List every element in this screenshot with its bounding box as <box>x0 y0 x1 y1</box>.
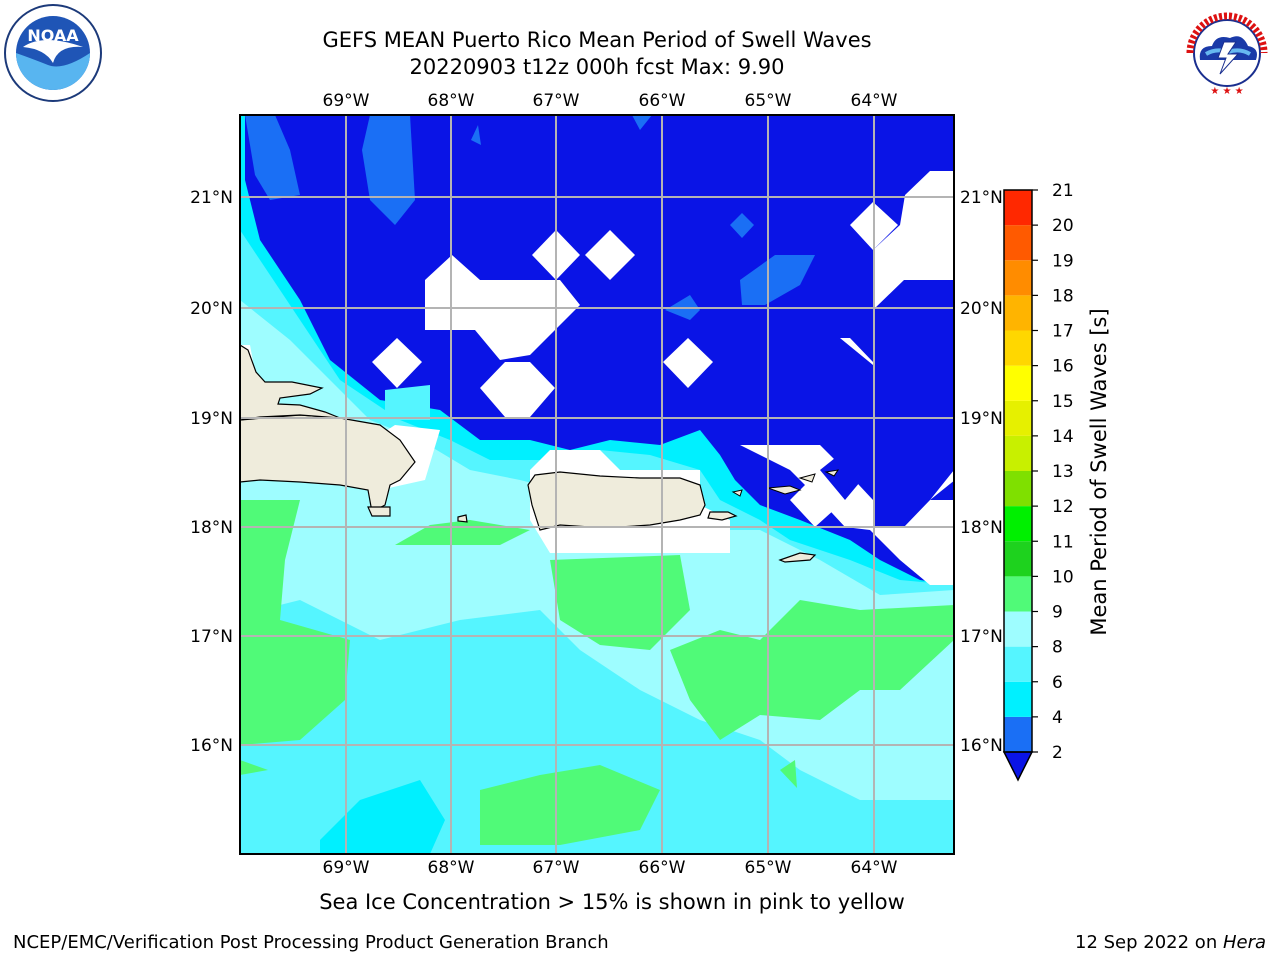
colorbar-tick-label: 20 <box>1052 216 1074 236</box>
map-frame <box>239 114 955 855</box>
lon-label-bottom: 68°W <box>428 858 475 878</box>
colorbar-tick-label: 8 <box>1052 638 1063 658</box>
colorbar-band <box>1004 716 1032 752</box>
lat-label-left: 21°N <box>190 188 233 208</box>
lon-label-bottom: 65°W <box>745 858 792 878</box>
colorbar-band <box>1004 295 1032 331</box>
colorbar-band <box>1004 681 1032 717</box>
lon-labels-top: 69°W 68°W 67°W 66°W 65°W 64°W <box>323 91 898 111</box>
lon-label-top: 64°W <box>851 91 898 111</box>
colorbar-tick-label: 17 <box>1052 322 1074 342</box>
colorbar-tick-label: 11 <box>1052 532 1074 552</box>
colorbar-band <box>1004 365 1032 401</box>
lat-label-left: 16°N <box>190 736 233 756</box>
colorbar-band <box>1004 471 1032 507</box>
colorbar-tick-label: 16 <box>1052 357 1074 377</box>
lat-label-left: 17°N <box>190 627 233 647</box>
lat-label-right: 20°N <box>960 299 1003 319</box>
lat-label-left: 19°N <box>190 409 233 429</box>
lon-label-bottom: 69°W <box>323 858 370 878</box>
colorbar-band <box>1004 435 1032 471</box>
sea-ice-note: Sea Ice Concentration > 15% is shown in … <box>319 890 905 914</box>
colorbar-band <box>1004 190 1032 226</box>
colorbar-tick-label: 10 <box>1052 567 1074 587</box>
colorbar-band <box>1004 225 1032 261</box>
footer-credit: NCEP/EMC/Verification Post Processing Pr… <box>13 932 609 953</box>
colorbar-tick-label: 21 <box>1052 181 1074 201</box>
lat-label-left: 20°N <box>190 299 233 319</box>
noaa-logo-text: NOAA <box>27 26 79 45</box>
map-subtitle: 20220903 t12z 000h fcst Max: 9.90 <box>409 55 785 79</box>
colorbar-tick-label: 13 <box>1052 462 1074 482</box>
colorbar-band <box>1004 260 1032 296</box>
colorbar-tick-label: 12 <box>1052 497 1074 517</box>
nws-stars-icon: ★ ★ ★ <box>1210 86 1243 97</box>
lon-label-top: 65°W <box>745 91 792 111</box>
footer-date: 12 Sep 2022 on <box>1075 932 1223 953</box>
map-title: GEFS MEAN Puerto Rico Mean Period of Swe… <box>322 28 872 52</box>
lat-label-right: 19°N <box>960 409 1003 429</box>
footer-host: Hera <box>1222 932 1266 953</box>
colorbar-tick-label: 14 <box>1052 427 1074 447</box>
colorbar-band <box>1004 646 1032 682</box>
lat-label-left: 18°N <box>190 518 233 538</box>
lat-label-right: 17°N <box>960 627 1003 647</box>
colorbar-extend-arrow <box>1002 751 1034 782</box>
lon-label-top: 69°W <box>323 91 370 111</box>
noaa-logo: NOAA <box>4 4 102 102</box>
graticule <box>240 115 954 854</box>
lat-labels-right: 21°N 20°N 19°N 18°N 17°N 16°N <box>960 188 1003 756</box>
lon-labels-bottom: 69°W 68°W 67°W 66°W 65°W 64°W <box>323 858 898 878</box>
colorbar-band <box>1004 330 1032 366</box>
colorbar-tick-label: 6 <box>1052 673 1063 693</box>
colorbar-band <box>1004 400 1032 436</box>
lon-label-top: 67°W <box>533 91 580 111</box>
colorbar-tick-label: 19 <box>1052 251 1074 271</box>
lat-label-right: 21°N <box>960 188 1003 208</box>
colorbar-label: Mean Period of Swell Waves [s] <box>1087 308 1111 635</box>
colorbar <box>1002 189 1034 782</box>
colorbar-band <box>1004 541 1032 577</box>
lon-label-bottom: 64°W <box>851 858 898 878</box>
nws-logo: ★ ★ ★ <box>1178 4 1276 102</box>
footer-timestamp: 12 Sep 2022 on Hera <box>1075 932 1266 953</box>
contour-field <box>240 115 954 854</box>
lon-label-top: 68°W <box>428 91 475 111</box>
colorbar-tick-label: 9 <box>1052 603 1063 623</box>
colorbar-band <box>1004 576 1032 612</box>
lon-label-bottom: 67°W <box>533 858 580 878</box>
lat-label-right: 18°N <box>960 518 1003 538</box>
lon-label-top: 66°W <box>639 91 686 111</box>
lon-label-bottom: 66°W <box>639 858 686 878</box>
colorbar-ticks: 2 4 6 8 9 10 11 12 13 14 15 16 17 18 19 20 21 <box>1032 181 1074 763</box>
colorbar-tick-label: 18 <box>1052 286 1074 306</box>
colorbar-tick-label: 15 <box>1052 392 1074 412</box>
colorbar-tick-label: 2 <box>1052 743 1063 763</box>
lat-labels-left: 21°N 20°N 19°N 18°N 17°N 16°N <box>190 188 233 756</box>
colorbar-band <box>1004 506 1032 542</box>
lat-label-right: 16°N <box>960 736 1003 756</box>
colorbar-tick-label: 4 <box>1052 708 1063 728</box>
colorbar-band <box>1004 611 1032 647</box>
